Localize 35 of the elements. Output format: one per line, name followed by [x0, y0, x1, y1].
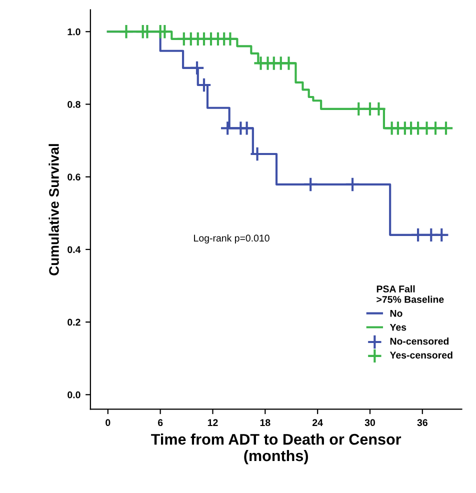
point: [371, 101, 386, 117]
point: [410, 227, 426, 243]
x-tick-label: 36: [417, 419, 428, 426]
annotation: Log-rank p=0.010: [194, 234, 270, 244]
x-tick-label: 12: [208, 419, 218, 426]
y-tick-label: 0.2: [68, 318, 80, 326]
point: [140, 24, 155, 40]
y-tick-label: 0.0: [68, 391, 80, 398]
x-tick-label: 18: [260, 419, 270, 426]
x-tick-label: 30: [364, 419, 375, 426]
y-tick-label: 1.0: [68, 28, 80, 36]
point: [157, 24, 172, 40]
x-tick-label: 24: [312, 419, 323, 426]
legend-title: PSA Fall >75% Baseline: [376, 285, 444, 303]
y-tick-label: 0.4: [68, 246, 81, 254]
point: [351, 101, 366, 117]
legend-label: Yes: [390, 324, 406, 331]
point: [281, 56, 296, 71]
point: [302, 176, 318, 192]
point: [344, 176, 360, 192]
point: [434, 227, 450, 243]
legend-label: Yes-censored: [390, 351, 452, 359]
y-axis-title: Cumulative Survival: [48, 144, 59, 276]
legend-label: No: [390, 310, 402, 317]
legend-label: No-censored: [390, 338, 449, 345]
x-tick-label: 6: [158, 419, 163, 426]
point: [220, 120, 236, 136]
point: [118, 24, 134, 40]
x-axis-title: Time from ADT to Death or Censor (months): [151, 434, 402, 464]
point: [189, 60, 205, 76]
y-tick-label: 0.8: [68, 100, 80, 108]
y-tick-label: 0.6: [68, 174, 80, 180]
point: [196, 77, 212, 93]
x-tick-label: 0: [106, 419, 110, 426]
point: [438, 120, 454, 136]
